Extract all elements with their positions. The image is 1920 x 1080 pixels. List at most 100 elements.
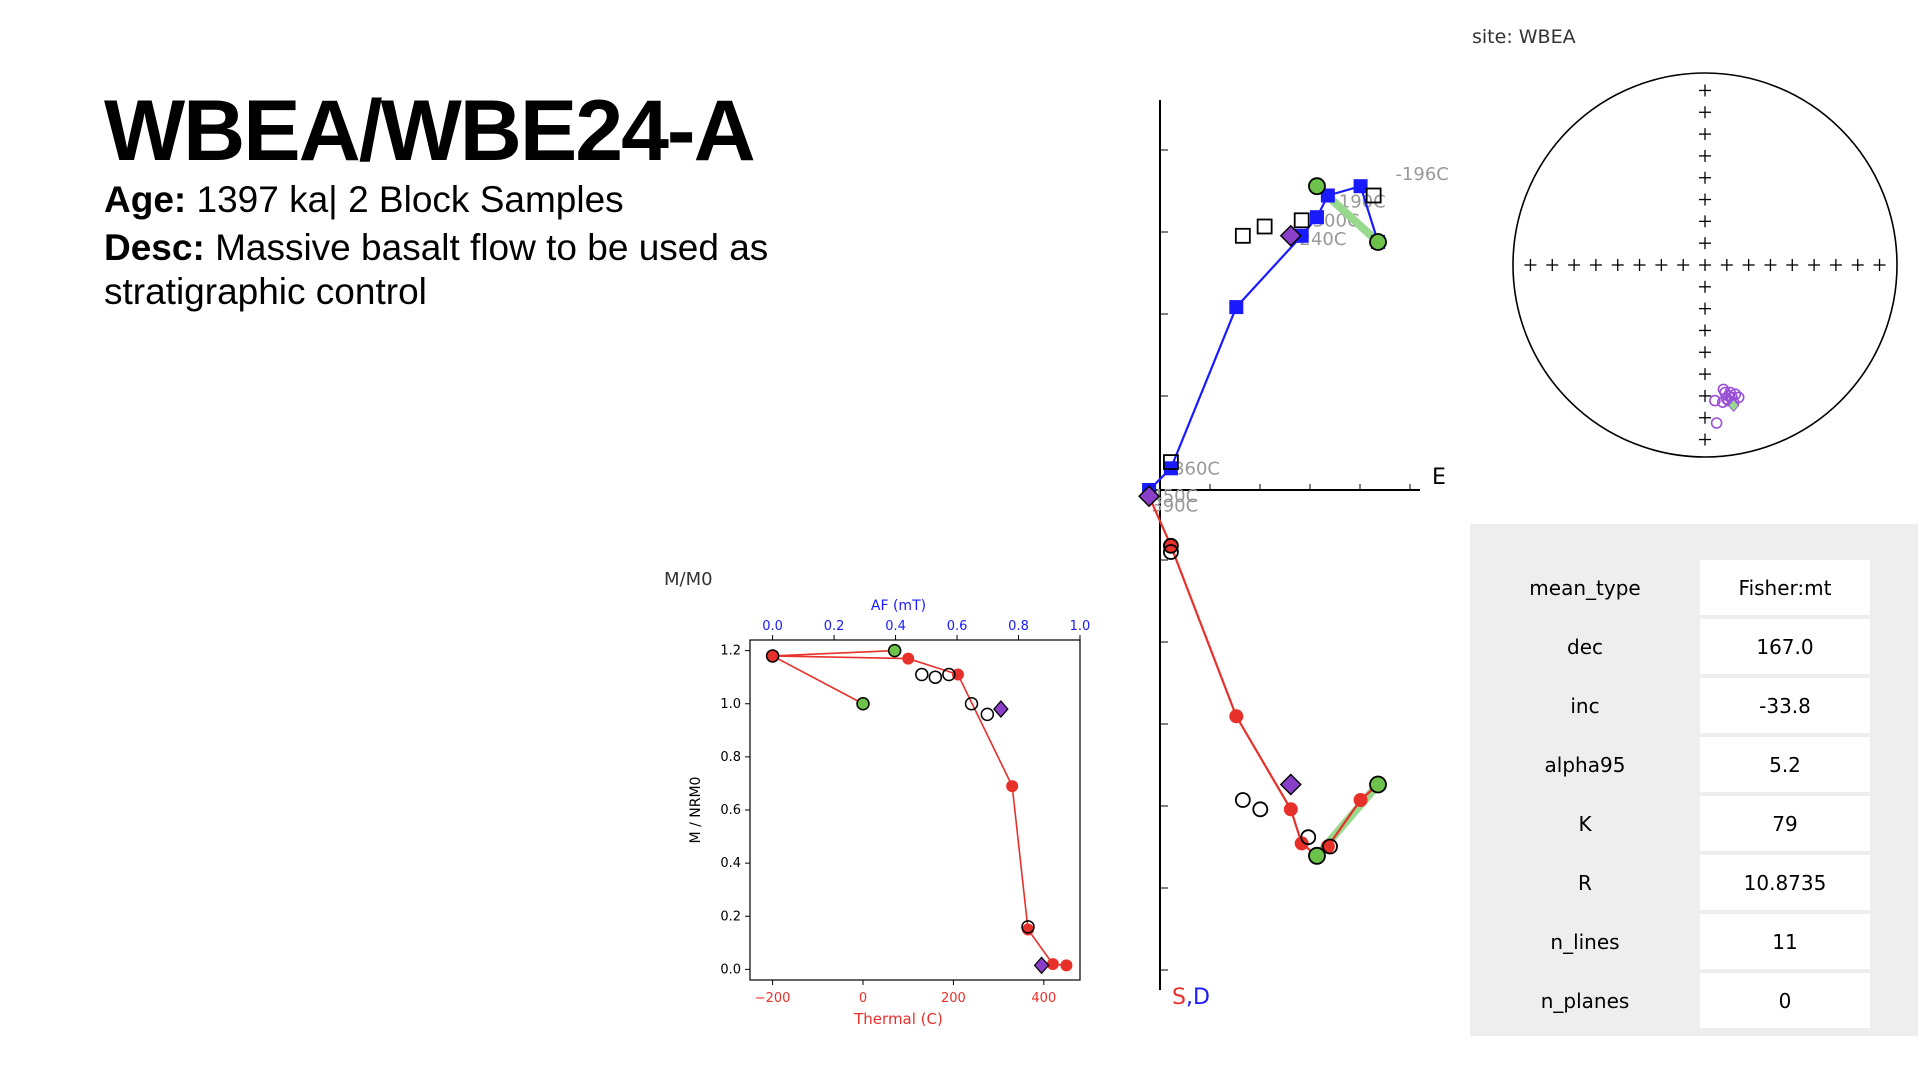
purple-point xyxy=(1033,956,1050,975)
stats-key: inc xyxy=(1570,693,1600,718)
step-label: 450C xyxy=(1151,486,1198,507)
stats-value: 5.2 xyxy=(1700,737,1870,792)
green-point xyxy=(856,697,870,711)
thermal-point-highlight xyxy=(765,649,780,663)
stats-key: n_lines xyxy=(1550,929,1620,954)
stats-panel: mean_type Fisher:mt dec 167.0 inc -33.8 alpha9… xyxy=(1470,524,1918,1036)
x-tick-label: −200 xyxy=(755,991,791,1006)
x-axis-label: Thermal (C) xyxy=(853,1010,943,1028)
stats-row: n_lines 11 xyxy=(1470,914,1870,969)
open-horizontal-point xyxy=(1365,187,1382,204)
direction-point xyxy=(1709,394,1721,407)
stats-value: Fisher:mt xyxy=(1700,560,1870,615)
stats-value: 11 xyxy=(1700,914,1870,969)
purple-point xyxy=(1279,224,1302,247)
x-tick-label: 0 xyxy=(859,991,867,1006)
desc-label: Desc: xyxy=(104,227,205,268)
horizontal-point xyxy=(1309,210,1324,225)
open-point xyxy=(915,667,929,682)
open-horizontal-point xyxy=(1163,454,1179,471)
open-point xyxy=(964,697,979,711)
direction-point xyxy=(1732,391,1745,404)
thermal-point xyxy=(902,652,915,665)
green-point xyxy=(1308,846,1326,865)
green-point xyxy=(1369,233,1387,251)
vertical-point xyxy=(1229,709,1244,724)
purple-point xyxy=(1279,773,1302,796)
purple-point xyxy=(993,700,1009,718)
stats-value: 167.0 xyxy=(1700,619,1870,674)
vertical-projection-line xyxy=(1148,495,1379,858)
thermal-point xyxy=(1060,959,1073,972)
x-tick-label: 200 xyxy=(941,991,966,1006)
x2-tick-label: 1.0 xyxy=(1070,619,1091,634)
horizontal-point xyxy=(1229,300,1244,315)
horizontal-point xyxy=(1353,179,1368,194)
x2-tick-label: 0.2 xyxy=(824,619,845,634)
direction-point xyxy=(1717,383,1730,396)
direction-point xyxy=(1729,388,1742,401)
open-vertical-point xyxy=(1322,838,1338,855)
down-label: ,D xyxy=(1186,985,1210,1010)
equal-area-plot: site: WBEA xyxy=(1472,26,1898,458)
open-point xyxy=(928,670,943,684)
y-tick-label: 0.6 xyxy=(720,803,741,818)
east-label: E xyxy=(1432,465,1446,490)
thermal-point xyxy=(1022,923,1035,936)
mean-direction xyxy=(1727,398,1740,413)
green-point xyxy=(1308,177,1326,196)
thermal-line xyxy=(772,655,1067,967)
stats-value: 0 xyxy=(1700,973,1870,1028)
stats-value: 79 xyxy=(1700,796,1870,851)
green-point xyxy=(887,643,902,658)
stats-key: alpha95 xyxy=(1544,752,1626,777)
y-tick-label: 0.4 xyxy=(720,856,741,871)
green-point xyxy=(1369,775,1387,794)
stats-row: alpha95 5.2 xyxy=(1470,737,1870,792)
corner-label: M/M0 xyxy=(664,569,713,590)
stats-table: mean_type Fisher:mt dec 167.0 inc -33.8 alpha9… xyxy=(1470,556,1870,1032)
x2-tick-label: 0.8 xyxy=(1008,619,1029,634)
stats-value: -33.8 xyxy=(1700,678,1870,733)
age-label: Age: xyxy=(104,179,187,220)
vertical-point xyxy=(1283,802,1298,817)
y-axis-label: M / NRM0 xyxy=(688,777,704,844)
open-point xyxy=(942,667,956,682)
stats-row: mean_type Fisher:mt xyxy=(1470,560,1870,615)
x2-tick-label: 0.0 xyxy=(762,619,783,634)
open-horizontal-point xyxy=(1256,218,1273,235)
age-line: Age: 1397 ka| 2 Block Samples xyxy=(104,178,624,222)
desc-value: Massive basalt flow to be used as strati… xyxy=(104,227,769,313)
y-tick-label: 1.2 xyxy=(720,644,741,659)
x-tick-label: 400 xyxy=(1031,991,1056,1006)
step-label: 360C xyxy=(1173,458,1220,479)
open-vertical-point xyxy=(1300,829,1317,846)
y-tick-label: 0.8 xyxy=(720,750,741,765)
stats-row: K 79 xyxy=(1470,796,1870,851)
thermal-point xyxy=(1046,958,1059,971)
step-label: 190C xyxy=(1339,192,1386,213)
x2-tick-label: 0.4 xyxy=(885,619,906,634)
desc-line: Desc: Massive basalt flow to be used as … xyxy=(104,226,864,315)
stats-key: R xyxy=(1578,870,1592,895)
y-tick-label: 1.0 xyxy=(720,697,741,712)
open-horizontal-point xyxy=(1234,227,1251,244)
y-tick-label: 0.2 xyxy=(720,909,741,924)
open-vertical-point xyxy=(1163,537,1179,554)
thermal-point xyxy=(1006,780,1019,793)
step-label: -196C xyxy=(1395,164,1448,185)
south-label: S xyxy=(1172,985,1186,1010)
open-point xyxy=(1021,920,1035,934)
vertical-point xyxy=(1353,793,1368,807)
open-vertical-point xyxy=(1234,792,1251,808)
x2-axis-label: AF (mT) xyxy=(871,598,926,614)
stats-value: 10.8735 xyxy=(1700,855,1870,910)
stats-key: K xyxy=(1578,811,1592,836)
y-tick-label: 0.0 xyxy=(720,962,741,977)
stats-key: n_planes xyxy=(1540,988,1630,1013)
step-label: 240C xyxy=(1300,229,1347,250)
primitive-circle xyxy=(1512,72,1898,458)
age-value: 1397 ka| 2 Block Samples xyxy=(196,179,624,220)
stats-key: dec xyxy=(1567,634,1603,659)
